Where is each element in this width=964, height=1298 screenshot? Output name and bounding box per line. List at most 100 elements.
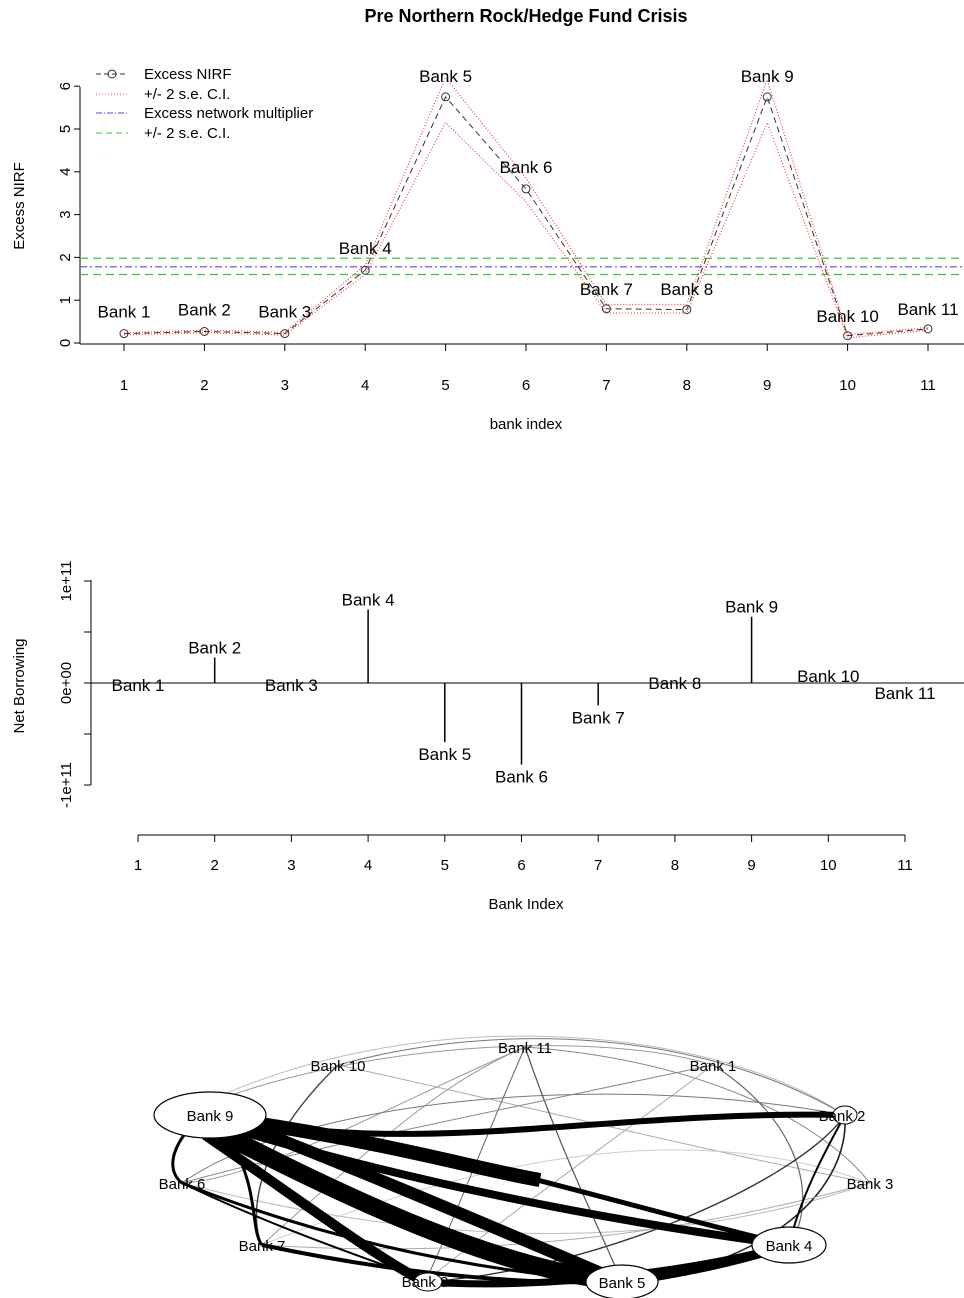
point-label: Bank 6 xyxy=(500,158,553,177)
node-label: Bank 9 xyxy=(187,1108,234,1125)
x-tick-label: 5 xyxy=(441,857,449,874)
bank-network-graph: Bank 9 Bank 4 Bank 5 Bank 2 Bank 6 Bank … xyxy=(153,1035,894,1298)
nirf-point xyxy=(762,92,772,102)
network-edges-thick xyxy=(171,1108,846,1291)
node-label: Bank 7 xyxy=(239,1238,286,1255)
bar-label: Bank 11 xyxy=(874,684,935,703)
node-label: Bank 8 xyxy=(402,1274,449,1291)
point-label: Bank 9 xyxy=(741,67,794,86)
nirf-ci-line xyxy=(123,120,929,339)
node-label: Bank 11 xyxy=(498,1040,552,1057)
x-tick-label: 4 xyxy=(361,377,369,394)
x-tick-label: 11 xyxy=(897,857,913,874)
bar-label: Bank 9 xyxy=(725,598,778,617)
x-tick-label: 3 xyxy=(281,377,289,394)
y-tick-label: 5 xyxy=(57,125,74,133)
bar-label: Bank 7 xyxy=(572,708,625,727)
bar-label: Bank 8 xyxy=(648,674,701,693)
point-labels: Bank 1 Bank 2 Bank 3 Bank 4 Bank 5 Bank 6 Bank… xyxy=(98,67,959,326)
node-bank-7: Bank 7 xyxy=(239,1238,286,1255)
y-axis-label: Net Borrowing xyxy=(11,638,28,733)
net-borrowing-chart: -1e+11 0e+00 1e+11 1 2 3 4 5 6 7 8 9 10 11 Bank Inde… xyxy=(11,560,964,913)
x-tick-label: 10 xyxy=(820,857,837,874)
point-label: Bank 2 xyxy=(178,300,231,319)
legend-label-multiplier-ci: +/- 2 s.e. C.I. xyxy=(144,125,230,142)
bar-labels: Bank 1 Bank 2 Bank 3 Bank 4 Bank 5 Bank 6 Bank… xyxy=(112,591,936,787)
bar-label: Bank 1 xyxy=(112,676,165,695)
node-label: Bank 4 xyxy=(766,1238,813,1255)
point-label: Bank 10 xyxy=(816,307,878,326)
node-label: Bank 1 xyxy=(690,1058,737,1075)
node-label: Bank 6 xyxy=(159,1176,206,1193)
y-axis-label: Excess NIRF xyxy=(11,162,28,250)
y-tick-label: 0e+00 xyxy=(58,662,75,704)
x-tick-label: 5 xyxy=(441,377,449,394)
nirf-line-chart: Pre Northern Rock/Hedge Fund Crisis 0 1 2 3… xyxy=(11,6,964,433)
bar-label: Bank 10 xyxy=(797,667,859,686)
x-tick-label: 7 xyxy=(594,857,602,874)
reference-lines xyxy=(80,257,964,276)
node-bank-1: Bank 1 xyxy=(690,1058,737,1075)
x-ticks: 1 2 3 4 5 6 7 8 9 10 11 xyxy=(120,344,936,394)
node-bank-9: Bank 9 xyxy=(153,1091,267,1139)
node-bank-6: Bank 6 xyxy=(159,1176,206,1193)
nirf-point xyxy=(521,184,531,194)
nirf-point xyxy=(682,305,692,315)
nirf-point xyxy=(923,324,933,334)
x-tick-label: 4 xyxy=(364,857,372,874)
point-label: Bank 1 xyxy=(98,303,151,322)
x-tick-label: 8 xyxy=(671,857,679,874)
bar-label: Bank 5 xyxy=(418,745,471,764)
nirf-point xyxy=(199,326,209,336)
legend-marker-nirf xyxy=(107,69,117,79)
node-label: Bank 5 xyxy=(599,1275,646,1292)
y-tick-label: -1e+11 xyxy=(58,762,75,808)
x-tick-label: 6 xyxy=(522,377,530,394)
legend: Excess NIRF +/- 2 s.e. C.I. Excess netwo… xyxy=(96,66,313,142)
point-label: Bank 11 xyxy=(897,300,958,319)
x-tick-label: 2 xyxy=(211,857,219,874)
x-tick-label: 1 xyxy=(120,377,128,394)
x-tick-label: 6 xyxy=(517,857,525,874)
node-bank-5: Bank 5 xyxy=(585,1264,659,1298)
x-tick-label: 2 xyxy=(200,377,208,394)
nirf-point xyxy=(601,304,611,314)
y-tick-label: 3 xyxy=(57,210,74,218)
x-tick-label: 8 xyxy=(683,377,691,394)
node-bank-4: Bank 4 xyxy=(751,1226,827,1264)
point-label: Bank 8 xyxy=(660,280,713,299)
node-bank-2: Bank 2 xyxy=(819,1105,866,1125)
y-tick-label: 1e+11 xyxy=(58,560,75,601)
point-label: Bank 7 xyxy=(580,280,633,299)
bars xyxy=(213,609,753,765)
nirf-point xyxy=(843,331,853,341)
y-ticks: -1e+11 0e+00 1e+11 xyxy=(58,560,91,808)
bar-label: Bank 2 xyxy=(188,639,241,658)
nirf-point xyxy=(119,329,129,339)
y-tick-label: 2 xyxy=(57,253,74,261)
x-tick-label: 9 xyxy=(763,377,771,394)
x-ticks: 1 2 3 4 5 6 7 8 9 10 11 xyxy=(134,835,913,874)
x-tick-label: 10 xyxy=(839,377,856,394)
x-axis-label: Bank Index xyxy=(488,896,564,913)
node-label: Bank 3 xyxy=(847,1176,894,1193)
point-label: Bank 3 xyxy=(258,303,311,322)
x-tick-label: 7 xyxy=(602,377,610,394)
node-bank-8: Bank 8 xyxy=(402,1272,449,1292)
x-tick-label: 1 xyxy=(134,857,142,874)
node-bank-3: Bank 3 xyxy=(847,1176,894,1193)
nirf-line xyxy=(123,95,929,337)
node-label: Bank 2 xyxy=(819,1108,866,1125)
node-label: Bank 10 xyxy=(310,1058,365,1075)
x-axis-label: bank index xyxy=(490,416,563,433)
y-tick-label: 0 xyxy=(57,339,74,347)
legend-label-nirf: Excess NIRF xyxy=(144,66,232,83)
legend-label-nirf-ci: +/- 2 s.e. C.I. xyxy=(144,86,230,103)
y-tick-label: 6 xyxy=(57,82,74,90)
chart-title: Pre Northern Rock/Hedge Fund Crisis xyxy=(364,6,687,26)
nirf-point xyxy=(360,265,370,275)
nirf-point xyxy=(441,92,451,102)
x-tick-label: 3 xyxy=(287,857,295,874)
point-label: Bank 4 xyxy=(339,239,392,258)
node-bank-10: Bank 10 xyxy=(310,1058,365,1075)
